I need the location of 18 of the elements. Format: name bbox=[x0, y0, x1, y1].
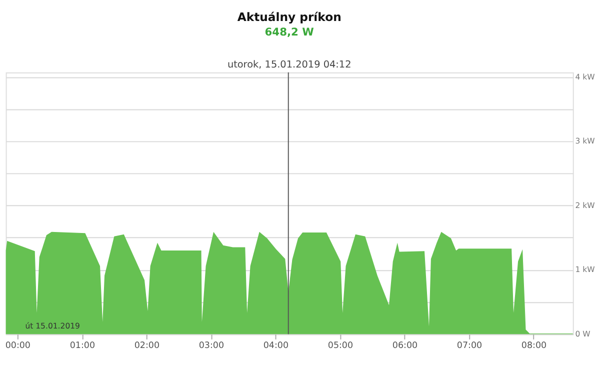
chart-title: Aktuálny príkon bbox=[237, 10, 342, 24]
y-tick-label: 4 kW bbox=[575, 72, 596, 82]
x-tick-label: 02:00 bbox=[134, 341, 160, 352]
x-tick-label: 01:00 bbox=[70, 341, 95, 352]
x-tick-label: 03:00 bbox=[198, 341, 224, 352]
x-tick-label: 08:00 bbox=[521, 341, 547, 352]
x-tick-label: 06:00 bbox=[392, 341, 418, 352]
text: utorok, 15.01.2019 04:12 bbox=[227, 60, 352, 71]
x-tick-label: 00:00 bbox=[5, 341, 30, 352]
y-tick-label: 0 W bbox=[575, 330, 591, 339]
x-tick-label: 07:00 bbox=[456, 341, 482, 352]
annotation: út 15.01.2019 bbox=[25, 321, 80, 330]
x-tick-label: 04:00 bbox=[263, 341, 289, 352]
y-tick-label: 2 kW bbox=[575, 200, 596, 210]
x-tick-label: 05:00 bbox=[328, 341, 354, 352]
y-tick-label: 1 kW bbox=[575, 265, 596, 274]
chart-subtitle: 648,2 W bbox=[264, 26, 314, 39]
y-tick-label: 3 kW bbox=[575, 136, 596, 146]
